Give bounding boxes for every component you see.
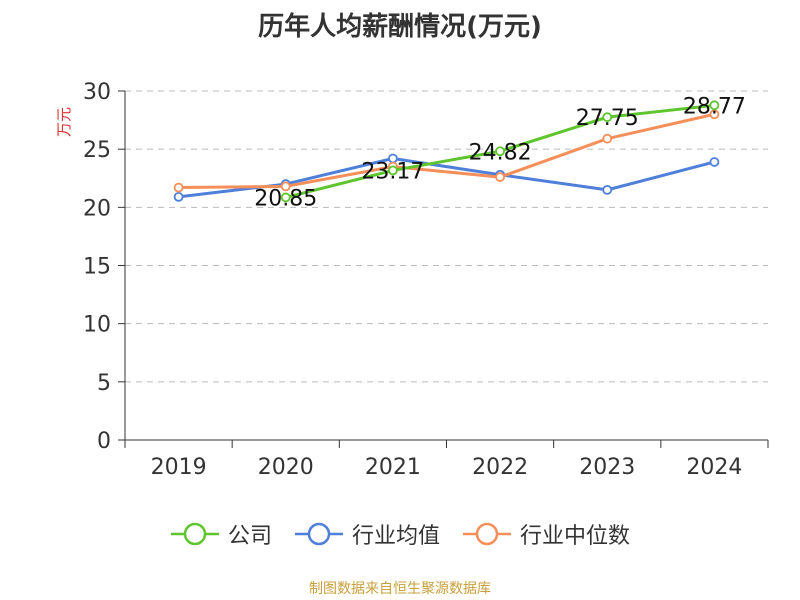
x-tick-label: 2022 (472, 455, 528, 480)
series-point (602, 112, 613, 123)
data-label: 23.17 (361, 159, 424, 184)
series-point (602, 184, 613, 195)
grid-layer (125, 90, 768, 383)
data-label: 27.75 (576, 106, 639, 131)
series-point (173, 182, 184, 193)
x-tick-label: 2024 (686, 455, 742, 480)
y-tick-label: 15 (83, 255, 111, 280)
series-layer (173, 100, 720, 203)
legend-swatch-marker (307, 522, 331, 546)
y-tick-label: 25 (83, 138, 111, 163)
legend: 公司 行业均值 行业中位数 (0, 518, 800, 550)
series-point (173, 191, 184, 202)
series-point (280, 192, 291, 203)
series-point (602, 133, 613, 144)
x-tick-label: 2021 (365, 455, 421, 480)
y-tick-label: 20 (83, 196, 111, 221)
legend-swatch-marker (475, 522, 499, 546)
y-tick-label: 0 (97, 429, 111, 454)
legend-item[interactable]: 公司 (170, 518, 272, 550)
legend-swatch (170, 522, 219, 546)
axes-layer: 0 5 10 15 20 25 30 2019 2020 2021 2022 2023 2024 万元 (55, 80, 769, 480)
legend-swatch (463, 522, 511, 546)
source-note: 制图数据来自恒生聚源数据库 (309, 581, 491, 597)
y-axis-label: 万元 (55, 107, 73, 137)
x-tick-label: 2019 (151, 455, 207, 480)
series-line (178, 112, 715, 190)
series-point (495, 172, 505, 182)
series-point (388, 165, 398, 176)
data-label: 28.77 (683, 94, 746, 119)
legend-item[interactable]: 行业中位数 (462, 518, 630, 550)
series-point (709, 109, 720, 120)
x-tick-label: 2023 (579, 455, 635, 480)
x-tick-label: 2020 (258, 455, 314, 480)
series-point (495, 146, 505, 157)
legend-swatch-marker (183, 522, 207, 546)
data-labels-layer: 20.85 23.17 24.82 27.75 28.77 (254, 94, 746, 211)
chart-title: 历年人均薪酬情况(万元) (258, 12, 542, 42)
y-tick-label: 30 (83, 80, 111, 105)
y-tick-label: 10 (83, 313, 111, 338)
legend-item[interactable]: 行业均值 (294, 518, 440, 550)
legend-label: 公司 (227, 524, 272, 549)
data-label: 20.85 (254, 186, 317, 211)
legend-swatch (294, 522, 343, 546)
series-point (709, 157, 720, 167)
y-tick-label: 5 (97, 371, 111, 396)
legend-label: 行业中位数 (520, 524, 631, 549)
series-point (709, 100, 720, 111)
legend-label: 行业均值 (351, 524, 440, 549)
series-point (280, 181, 291, 192)
data-label: 24.82 (469, 140, 532, 165)
